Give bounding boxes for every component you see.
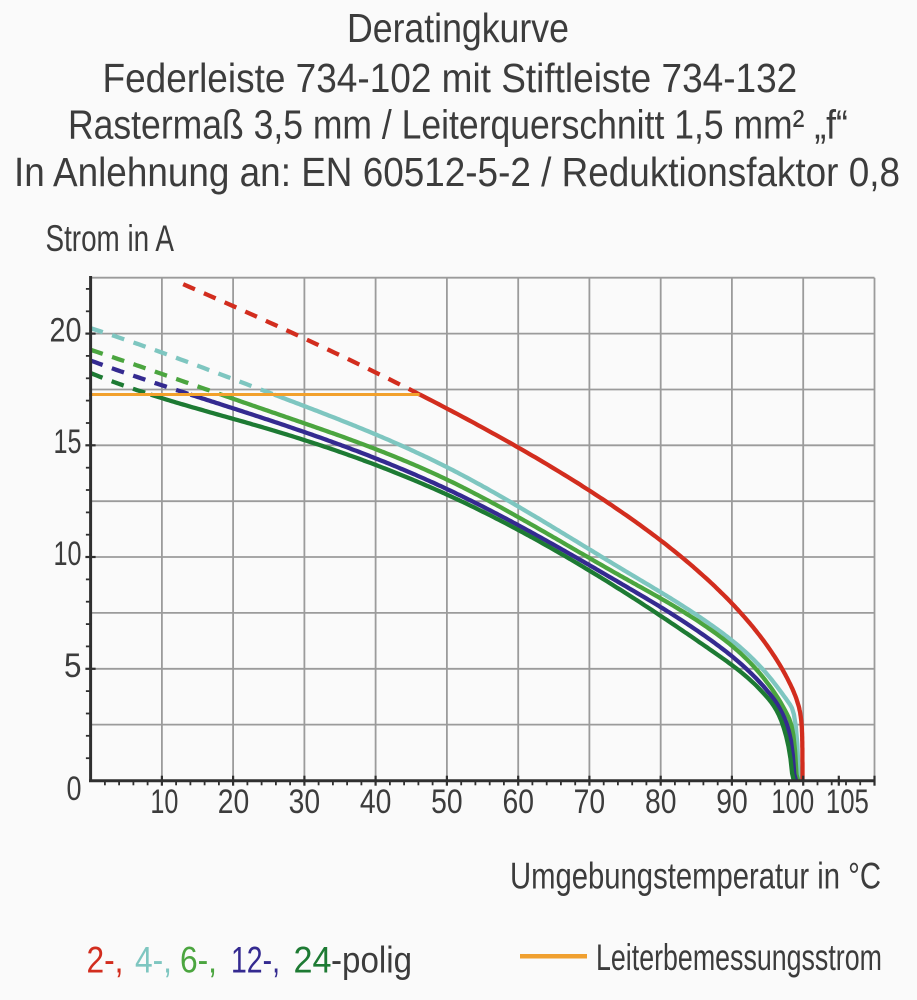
svg-text:20: 20 (50, 310, 82, 349)
svg-text:Rastermaß 3,5 mm / Leiterquers: Rastermaß 3,5 mm / Leiterquerschnitt 1,5… (68, 102, 848, 148)
svg-text:80: 80 (645, 782, 676, 820)
svg-text:Leiterbemessungsstrom: Leiterbemessungsstrom (596, 937, 882, 978)
svg-text:10: 10 (150, 783, 178, 821)
svg-text:30: 30 (289, 782, 320, 820)
svg-text:5: 5 (64, 646, 82, 684)
svg-text:12-,: 12-, (231, 939, 280, 980)
svg-text:90: 90 (716, 782, 747, 820)
svg-text:Strom in A: Strom in A (46, 217, 175, 259)
svg-text:10: 10 (54, 535, 82, 573)
svg-text:6-,: 6-, (180, 940, 217, 981)
svg-text:-polig: -polig (331, 940, 412, 981)
svg-text:0: 0 (67, 769, 82, 808)
svg-text:24: 24 (294, 939, 332, 981)
svg-text:105: 105 (826, 783, 869, 820)
svg-text:2-,: 2-, (87, 940, 124, 981)
svg-text:15: 15 (54, 423, 82, 461)
svg-text:20: 20 (218, 782, 249, 820)
svg-text:60: 60 (503, 782, 534, 820)
svg-text:4-,: 4-, (135, 940, 172, 981)
svg-text:In Anlehnung an: EN 60512-5-2: In Anlehnung an: EN 60512-5-2 / Reduktio… (14, 150, 900, 195)
svg-text:Deratingkurve: Deratingkurve (347, 6, 569, 52)
svg-text:70: 70 (574, 782, 605, 820)
svg-text:Umgebungstemperatur in °C: Umgebungstemperatur in °C (510, 856, 881, 897)
svg-text:50: 50 (431, 782, 462, 820)
svg-text:40: 40 (360, 782, 391, 820)
svg-text:100: 100 (771, 783, 814, 820)
svg-text:Federleiste 734-102 mit Stiftl: Federleiste 734-102 mit Stiftleiste 734-… (103, 56, 798, 101)
